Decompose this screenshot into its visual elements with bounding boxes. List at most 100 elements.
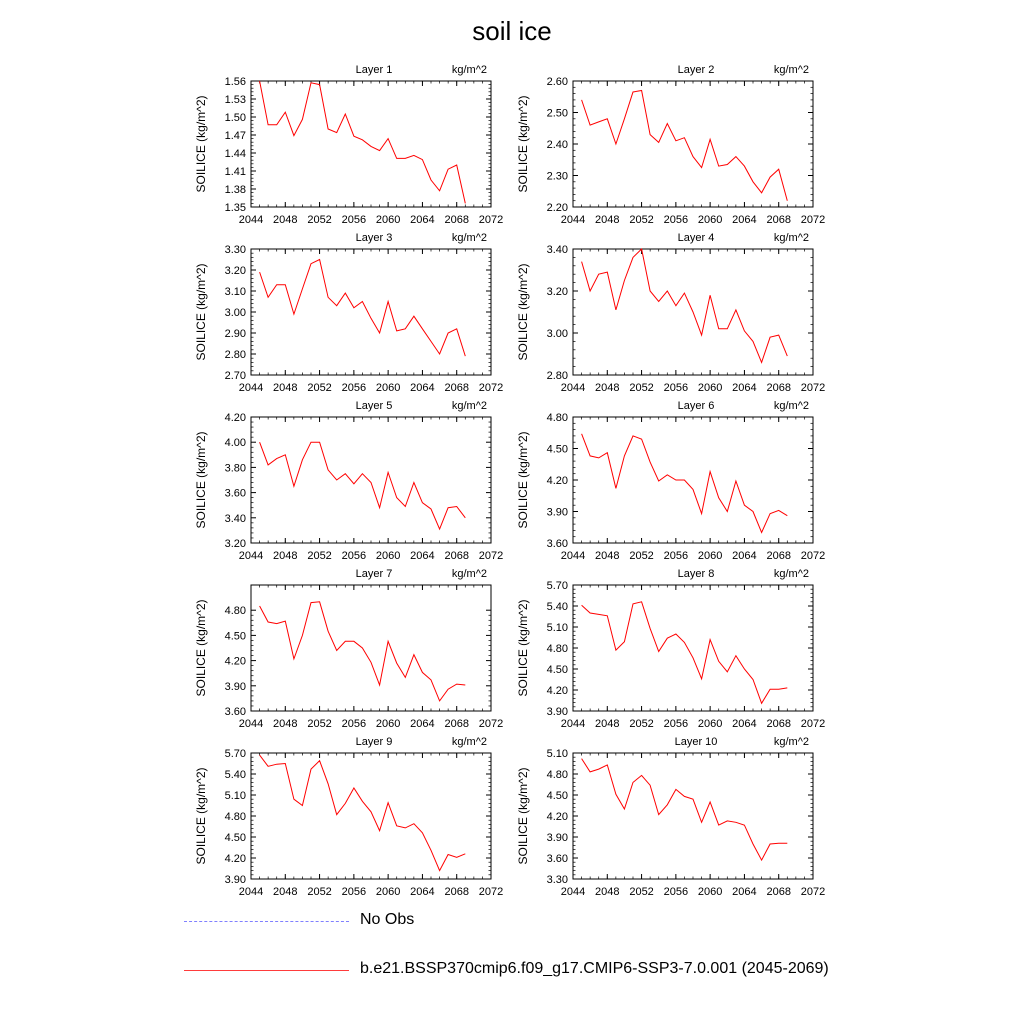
legend-swatch-solid: [184, 970, 349, 971]
x-tick-label: 2064: [732, 718, 756, 730]
y-tick-label: 5.10: [225, 790, 246, 802]
y-tick-label: 4.00: [225, 437, 246, 449]
x-tick-label: 2064: [732, 214, 756, 226]
x-tick-label: 2060: [376, 886, 400, 898]
x-tick-label: 2052: [629, 214, 653, 226]
y-tick-label: 4.50: [547, 444, 568, 456]
x-tick-label: 2072: [801, 550, 825, 562]
x-tick-label: 2056: [342, 886, 366, 898]
x-tick-label: 2068: [444, 550, 468, 562]
x-tick-label: 2060: [376, 382, 400, 394]
panel-units: kg/m^2: [452, 736, 487, 748]
x-tick-label: 2060: [698, 718, 722, 730]
x-tick-label: 2048: [273, 382, 297, 394]
x-tick-label: 2052: [307, 718, 331, 730]
y-tick-label: 4.20: [225, 412, 246, 424]
y-tick-label: 1.56: [225, 76, 246, 88]
x-tick-label: 2056: [342, 550, 366, 562]
x-tick-label: 2052: [307, 550, 331, 562]
series-line: [259, 754, 466, 872]
y-tick-label: 4.20: [225, 853, 246, 865]
x-tick-label: 2072: [479, 382, 503, 394]
y-tick-label: 3.10: [225, 286, 246, 298]
y-tick-label: 4.20: [547, 811, 568, 823]
y-tick-label: 5.70: [225, 748, 246, 760]
x-tick-label: 2056: [342, 382, 366, 394]
panel-title: Layer 5: [356, 400, 393, 412]
x-tick-label: 2044: [561, 718, 585, 730]
y-tick-label: 2.70: [225, 370, 246, 382]
x-tick-label: 2044: [239, 214, 263, 226]
y-axis-label: SOILICE (kg/m^2): [516, 432, 530, 529]
y-tick-label: 4.50: [547, 790, 568, 802]
y-tick-label: 2.80: [225, 349, 246, 361]
chart-panel-2: 2044 2048 2052 2056 2060 2064 2068 2072 2.20 2.30…: [516, 64, 825, 226]
chart-panel-7: 2044 2048 2052 2056 2060 2064 2068 2072 3.60 3.90…: [194, 568, 503, 730]
x-tick-label: 2052: [629, 718, 653, 730]
x-tick-label: 2068: [444, 382, 468, 394]
panel-units: kg/m^2: [452, 64, 487, 76]
panel-units: kg/m^2: [774, 736, 809, 748]
y-tick-label: 1.41: [225, 166, 246, 178]
x-tick-label: 2068: [444, 718, 468, 730]
x-tick-label: 2044: [239, 382, 263, 394]
y-axis-label: SOILICE (kg/m^2): [516, 96, 530, 193]
y-tick-label: 2.20: [547, 202, 568, 214]
legend-label: b.e21.BSSP370cmip6.f09_g17.CMIP6-SSP3-7.…: [360, 960, 829, 977]
y-tick-label: 4.80: [547, 769, 568, 781]
x-tick-label: 2072: [801, 382, 825, 394]
y-tick-label: 2.90: [225, 328, 246, 340]
x-tick-label: 2072: [479, 550, 503, 562]
y-tick-label: 3.20: [225, 265, 246, 277]
y-tick-label: 1.50: [225, 112, 246, 124]
chart-panel-8: 2044 2048 2052 2056 2060 2064 2068 2072 3.90 4.20…: [516, 568, 825, 730]
y-tick-label: 4.50: [225, 832, 246, 844]
chart-panel-5: 2044 2048 2052 2056 2060 2064 2068 2072 3.20 3.40…: [194, 400, 503, 562]
series-line: [581, 433, 788, 534]
y-tick-label: 3.90: [547, 706, 568, 718]
x-tick-label: 2068: [766, 382, 790, 394]
x-tick-label: 2060: [698, 550, 722, 562]
x-tick-label: 2056: [664, 214, 688, 226]
x-tick-label: 2044: [239, 550, 263, 562]
x-tick-label: 2068: [766, 886, 790, 898]
panel-title: Layer 9: [356, 736, 393, 748]
chart-panel-4: 2044 2048 2052 2056 2060 2064 2068 2072 2.80 3.00…: [516, 232, 825, 394]
x-tick-label: 2060: [376, 214, 400, 226]
panel-title: Layer 10: [675, 736, 718, 748]
x-tick-label: 2064: [410, 214, 434, 226]
panel-units: kg/m^2: [452, 568, 487, 580]
y-tick-label: 2.80: [547, 370, 568, 382]
y-tick-label: 3.30: [225, 244, 246, 256]
x-tick-label: 2068: [444, 886, 468, 898]
panel-title: Layer 8: [678, 568, 715, 580]
y-tick-label: 4.50: [547, 664, 568, 676]
y-tick-label: 2.50: [547, 108, 568, 120]
legend-label: No Obs: [360, 911, 415, 928]
x-tick-label: 2068: [766, 214, 790, 226]
x-tick-label: 2064: [410, 718, 434, 730]
chart-panel-6: 2044 2048 2052 2056 2060 2064 2068 2072 3.60 3.90…: [516, 400, 825, 562]
y-tick-label: 3.90: [547, 507, 568, 519]
x-tick-label: 2056: [664, 718, 688, 730]
y-tick-label: 4.20: [225, 656, 246, 668]
y-tick-label: 3.90: [225, 681, 246, 693]
x-tick-label: 2052: [629, 382, 653, 394]
y-tick-label: 4.50: [225, 630, 246, 642]
y-tick-label: 3.60: [225, 706, 246, 718]
y-tick-label: 1.47: [225, 130, 246, 142]
y-tick-label: 1.35: [225, 202, 246, 214]
series-line: [259, 80, 466, 204]
x-tick-label: 2056: [342, 718, 366, 730]
x-tick-label: 2068: [766, 718, 790, 730]
y-tick-label: 4.80: [225, 605, 246, 617]
y-tick-label: 5.40: [547, 601, 568, 613]
plot-frame: [250, 248, 492, 376]
x-tick-label: 2056: [664, 382, 688, 394]
x-tick-label: 2060: [376, 718, 400, 730]
x-tick-label: 2048: [595, 382, 619, 394]
y-tick-label: 1.44: [225, 148, 246, 160]
x-tick-label: 2064: [732, 886, 756, 898]
panel-title: Layer 1: [356, 64, 393, 76]
x-tick-label: 2060: [698, 382, 722, 394]
